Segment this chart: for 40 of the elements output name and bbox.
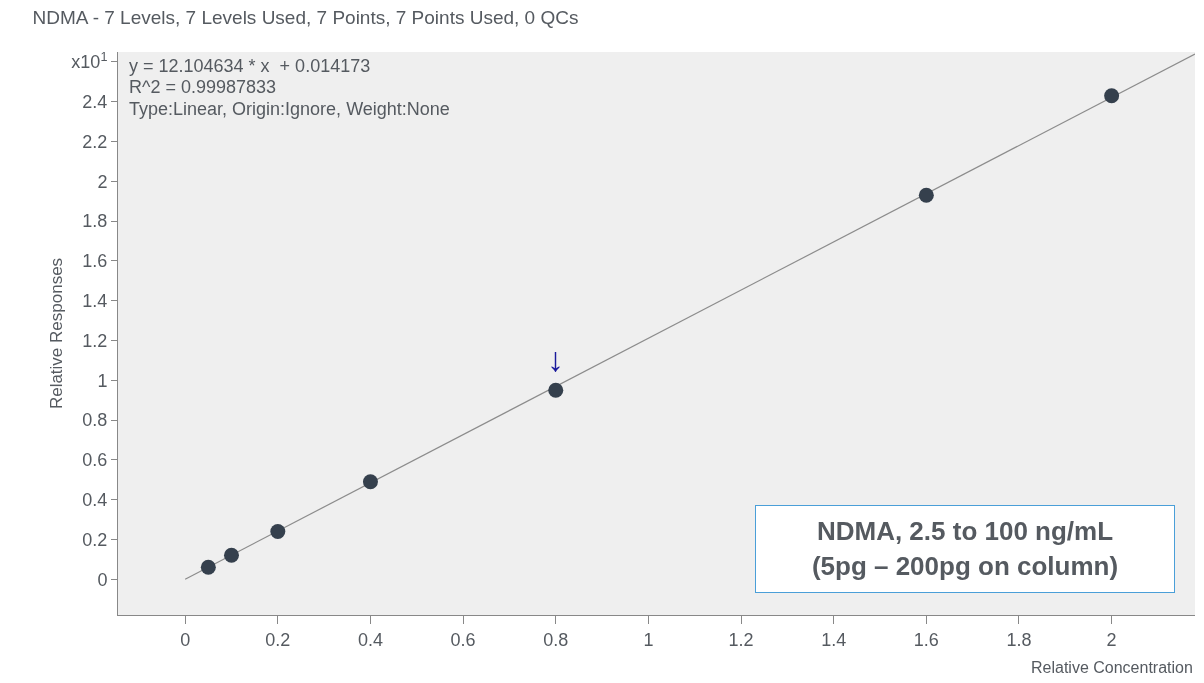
text-box: NDMA, 2.5 to 100 ng/mL (5pg – 200pg on column) <box>755 505 1175 594</box>
x-tick-label: 2 <box>1106 629 1117 650</box>
annotation: Type:Linear, Origin:Ignore, Weight:None <box>129 99 450 119</box>
x-tick-label: 1 <box>643 629 654 650</box>
point <box>1104 88 1120 104</box>
y-tick-label: 2 <box>97 171 108 192</box>
y-tick-label: x10$^{1}$ <box>71 49 108 73</box>
y-tick-label: 0.4 <box>82 489 108 510</box>
x-tick-label: 0 <box>180 629 191 650</box>
y-tick-label: 2.4 <box>82 92 108 113</box>
y-axis-title: Relative Responses <box>46 257 66 410</box>
y-tick-label: 0 <box>97 569 108 590</box>
y-tick-label: 1 <box>97 370 108 391</box>
point <box>200 559 216 575</box>
y-tick-label: 1.6 <box>82 251 108 272</box>
x-tick-label: 0.6 <box>450 629 476 650</box>
y-tick-label: 0.2 <box>82 529 108 550</box>
point <box>918 187 934 203</box>
point <box>362 474 378 490</box>
annotation: ↓ <box>547 340 564 378</box>
point <box>270 523 286 539</box>
y-tick-label: 1.4 <box>82 290 108 311</box>
x-tick-label: 1.2 <box>728 629 754 650</box>
x-tick-label: 0.4 <box>357 629 383 650</box>
annotation: y = 12.104634 * x + 0.014173 <box>129 56 371 76</box>
x-tick-label: 0.8 <box>543 629 569 650</box>
chart-title: NDMA - 7 Levels, 7 Levels Used, 7 Points, 7 Points Used, 0 QCs <box>32 6 579 28</box>
x-tick-label: 1.4 <box>821 629 847 650</box>
x-tick-label: 0.2 <box>265 629 291 650</box>
y-tick-label: 0.8 <box>82 410 108 431</box>
x-axis-title: Relative Concentration <box>1031 659 1193 676</box>
point <box>224 547 239 563</box>
y-tick-label: 1.8 <box>82 211 108 232</box>
x-tick-label: 1.6 <box>913 629 939 650</box>
y-tick-label: 2.2 <box>82 131 108 152</box>
x-tick-label: 1.8 <box>1006 629 1032 650</box>
point <box>548 382 564 398</box>
y-tick-label: 1.2 <box>82 330 108 351</box>
annotation: R^2 = 0.99987833 <box>129 77 277 97</box>
y-tick-label: 0.6 <box>82 450 108 471</box>
